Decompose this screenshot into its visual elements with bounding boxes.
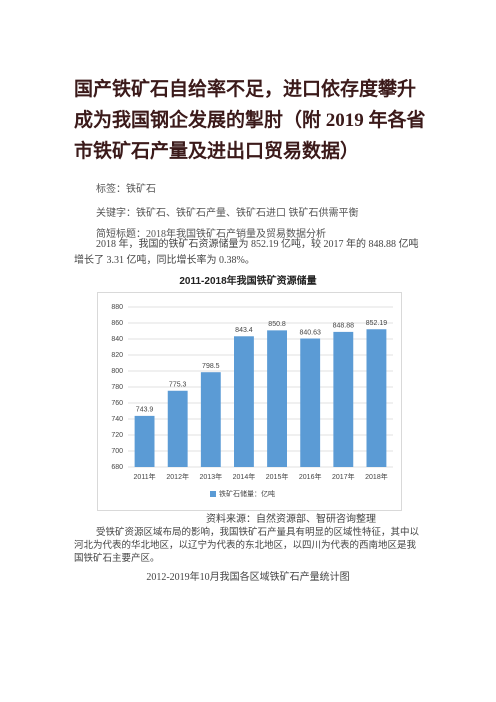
bar	[300, 338, 321, 467]
data-label: 848.88	[333, 323, 355, 330]
data-label: 775.3	[169, 382, 187, 389]
short-title: 简短标题：2018年我国铁矿石产销量及贸易数据分析	[96, 229, 326, 240]
caption: 2012-2019年10月我国各区域铁矿石产量统计图	[146, 572, 350, 583]
paragraph: 2018 年，我国的铁矿石资源储量为 852.19 亿吨，较 2017 年的 8…	[74, 239, 419, 266]
x-tick-label: 2013年	[200, 472, 223, 481]
source: 资料来源：自然资源部、智研咨询整理	[206, 514, 376, 525]
x-tick-label: 2017年	[332, 472, 355, 481]
x-tick-label: 2018年	[365, 472, 388, 481]
data-label: 850.8	[268, 321, 286, 328]
chart: 680 700 720 740 760 780 800 820 840 860 880 2011年 20…	[97, 292, 402, 511]
x-tick-label: 2014年	[233, 472, 256, 481]
data-label: 743.9	[136, 407, 154, 414]
x-tick-label: 2012年	[166, 472, 189, 481]
document-title: 国产铁矿石自给率不足，进口依存度攀升成为我国钢企发展的掣肘（附 2019 年各省…	[74, 79, 426, 162]
legend-swatch	[210, 491, 216, 497]
bar	[200, 372, 221, 467]
y-tick-label: 840	[111, 336, 123, 343]
y-tick-label: 700	[111, 448, 123, 455]
x-tick-label: 2016年	[299, 472, 322, 481]
bar	[167, 390, 188, 467]
y-tick-label: 740	[111, 416, 123, 423]
data-label: 852.19	[366, 320, 388, 327]
y-tick-label: 880	[111, 304, 123, 311]
bar	[366, 329, 387, 467]
x-tick-label: 2011年	[134, 472, 156, 481]
keywords: 关键字：铁矿石、铁矿石产量、铁矿石进口 铁矿石供需平衡	[96, 208, 359, 219]
paragraph: 受铁矿资源区域布局的影响，我国铁矿石产量具有明显的区域性特征，其中以河北为代表的…	[74, 528, 420, 564]
y-tick-label: 860	[111, 320, 123, 327]
y-tick-label: 720	[111, 432, 123, 439]
y-tick-label: 800	[111, 368, 123, 375]
bar	[134, 415, 155, 467]
data-label: 840.63	[299, 329, 321, 336]
y-tick-label: 680	[111, 464, 123, 471]
chart-title: 2011-2018年我国铁矿资源储量	[179, 276, 317, 287]
legend-label: 铁矿石储量：亿吨	[219, 489, 275, 498]
tags: 标签：铁矿石	[96, 184, 156, 195]
x-tick-label: 2015年	[266, 472, 289, 481]
bar	[234, 336, 254, 467]
data-label: 843.4	[235, 327, 253, 334]
bar	[333, 331, 354, 467]
y-tick-label: 780	[111, 384, 123, 391]
bar	[267, 330, 287, 467]
y-tick-label: 820	[111, 352, 123, 359]
y-tick-label: 760	[111, 400, 123, 407]
data-label: 798.5	[202, 363, 220, 370]
